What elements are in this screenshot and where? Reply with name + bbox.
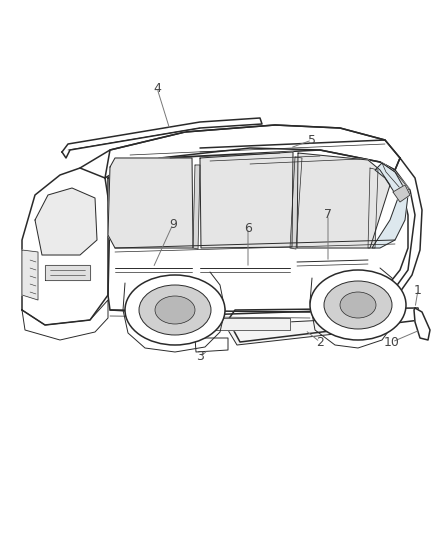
Polygon shape: [393, 185, 410, 202]
Polygon shape: [382, 163, 410, 190]
Polygon shape: [372, 163, 408, 248]
Polygon shape: [22, 168, 110, 325]
Polygon shape: [35, 188, 97, 255]
Polygon shape: [228, 318, 370, 345]
Polygon shape: [105, 125, 400, 178]
Text: 10: 10: [384, 335, 400, 349]
Polygon shape: [414, 308, 430, 340]
Ellipse shape: [340, 292, 376, 318]
Ellipse shape: [310, 270, 406, 340]
Polygon shape: [388, 158, 422, 298]
Polygon shape: [200, 318, 290, 330]
Ellipse shape: [155, 296, 195, 324]
Polygon shape: [297, 153, 390, 248]
Text: 4: 4: [153, 82, 161, 94]
Ellipse shape: [324, 281, 392, 329]
Text: 2: 2: [316, 335, 324, 349]
Text: 1: 1: [414, 284, 422, 296]
Polygon shape: [368, 168, 378, 248]
Polygon shape: [290, 157, 302, 249]
Polygon shape: [228, 308, 420, 342]
Polygon shape: [195, 338, 228, 352]
Polygon shape: [193, 165, 200, 249]
Text: 7: 7: [324, 208, 332, 222]
Ellipse shape: [125, 275, 225, 345]
Text: 5: 5: [308, 133, 316, 147]
Polygon shape: [350, 298, 390, 320]
Text: 9: 9: [169, 217, 177, 230]
Polygon shape: [22, 250, 38, 300]
Polygon shape: [22, 300, 108, 340]
Polygon shape: [45, 265, 90, 280]
Polygon shape: [200, 152, 293, 248]
Polygon shape: [108, 158, 193, 248]
Polygon shape: [108, 150, 415, 315]
Polygon shape: [62, 118, 262, 158]
Text: 6: 6: [244, 222, 252, 235]
Ellipse shape: [139, 285, 211, 335]
Text: 3: 3: [196, 351, 204, 364]
